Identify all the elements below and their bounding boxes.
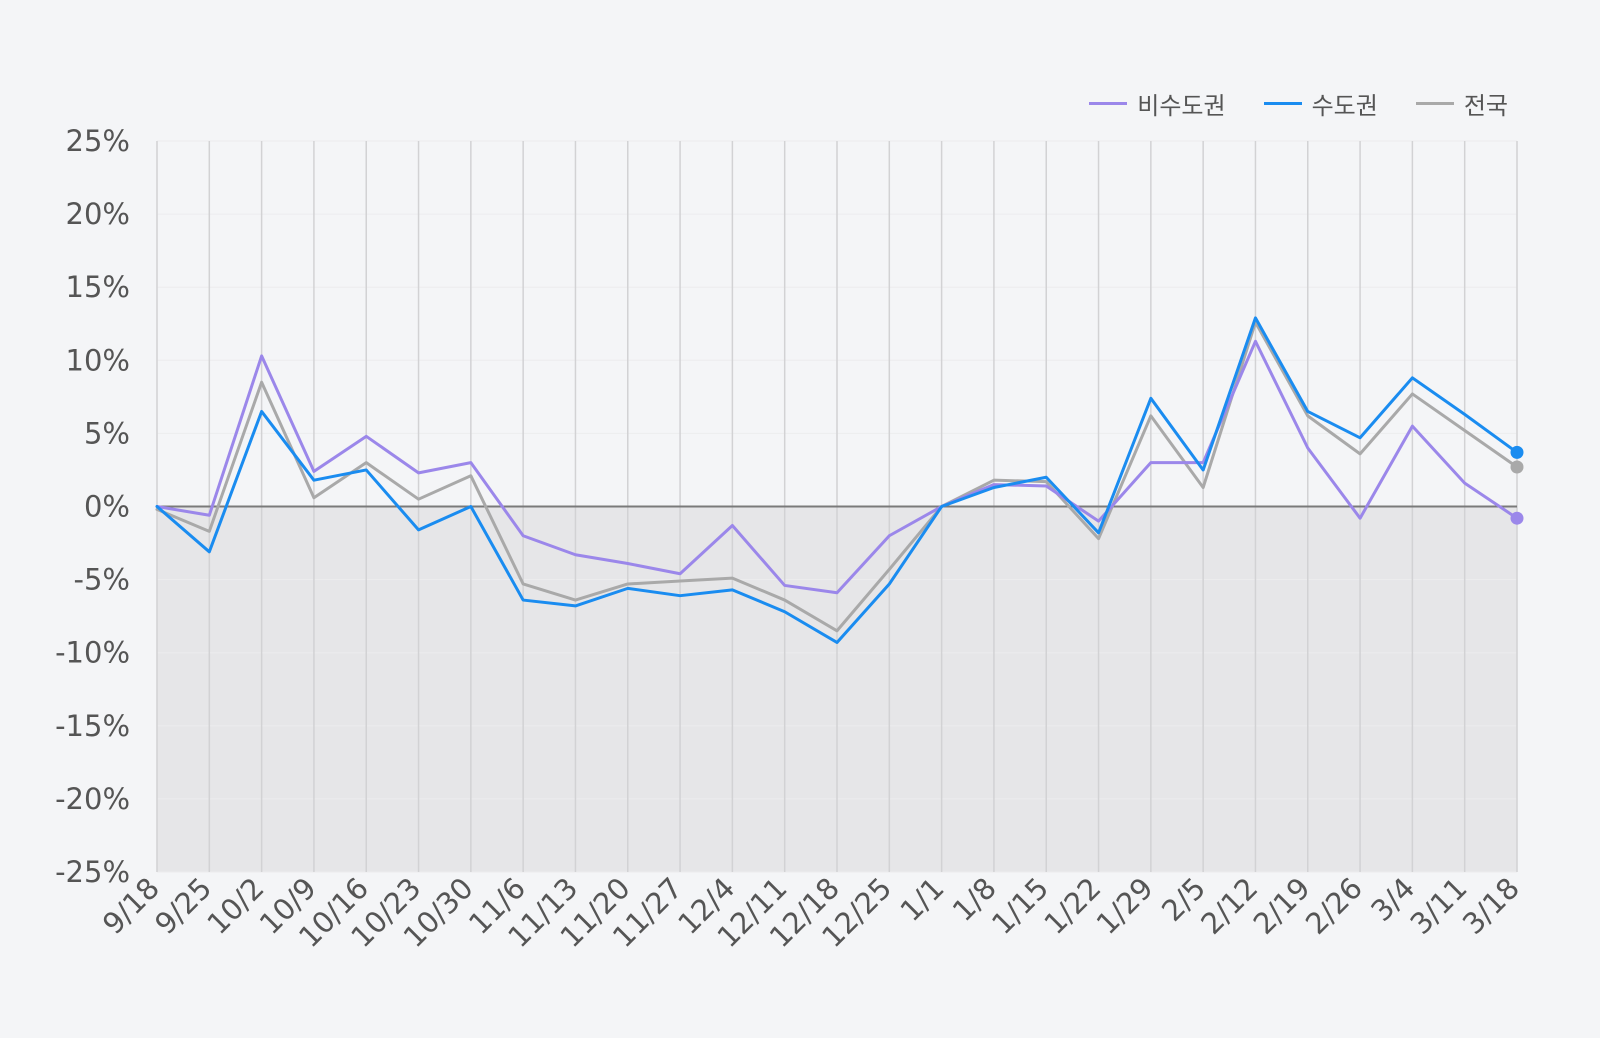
x-tick-label: 1/22 bbox=[1037, 871, 1107, 941]
legend-item-non-capital[interactable]: 비수도권 bbox=[1089, 86, 1226, 121]
legend-swatch-non-capital bbox=[1089, 102, 1128, 105]
legend-swatch-nationwide bbox=[1415, 102, 1454, 105]
y-tick-label: -5% bbox=[74, 563, 130, 597]
x-tick-label: 1/15 bbox=[985, 871, 1055, 941]
y-tick-label: -25% bbox=[55, 855, 130, 889]
x-tick-label: 2/26 bbox=[1299, 871, 1369, 941]
series-line-1[interactable] bbox=[155, 316, 1519, 644]
legend-swatch-capital bbox=[1263, 102, 1302, 105]
legend-item-capital[interactable]: 수도권 bbox=[1263, 86, 1378, 121]
y-tick-label: 25% bbox=[66, 124, 130, 158]
x-tick-label: 9/25 bbox=[148, 871, 218, 941]
legend: 비수도권 수도권 전국 bbox=[1089, 86, 1508, 121]
x-tick-label: 1/1 bbox=[894, 871, 951, 928]
x-tick-label: 2/12 bbox=[1194, 871, 1264, 941]
y-tick-label: 20% bbox=[66, 197, 130, 231]
y-tick-label: 0% bbox=[84, 490, 130, 524]
x-tick-label: 2/19 bbox=[1247, 871, 1317, 941]
y-tick-label: -10% bbox=[55, 636, 130, 670]
x-tick-label: 3/11 bbox=[1404, 871, 1474, 941]
x-tick-label: 10/2 bbox=[200, 871, 270, 941]
series-endpoint-1[interactable] bbox=[1510, 445, 1524, 459]
legend-label-non-capital: 비수도권 bbox=[1137, 92, 1226, 120]
y-tick-label: -20% bbox=[55, 782, 130, 816]
y-tick-label: 10% bbox=[66, 343, 130, 377]
y-tick-label: -15% bbox=[55, 709, 130, 743]
y-tick-label: 5% bbox=[84, 416, 130, 450]
legend-label-capital: 수도권 bbox=[1311, 92, 1378, 120]
legend-item-nationwide[interactable]: 전국 bbox=[1415, 86, 1508, 121]
series-endpoint-0[interactable] bbox=[1510, 511, 1524, 525]
series-line-0[interactable] bbox=[155, 339, 1519, 595]
x-tick-label: 1/29 bbox=[1090, 871, 1160, 941]
y-tick-label: 15% bbox=[66, 270, 130, 304]
series-line-2[interactable] bbox=[155, 320, 1519, 633]
x-tick-label: 3/18 bbox=[1456, 871, 1526, 941]
legend-label-nationwide: 전국 bbox=[1463, 92, 1508, 120]
series-endpoint-2[interactable] bbox=[1510, 460, 1524, 474]
